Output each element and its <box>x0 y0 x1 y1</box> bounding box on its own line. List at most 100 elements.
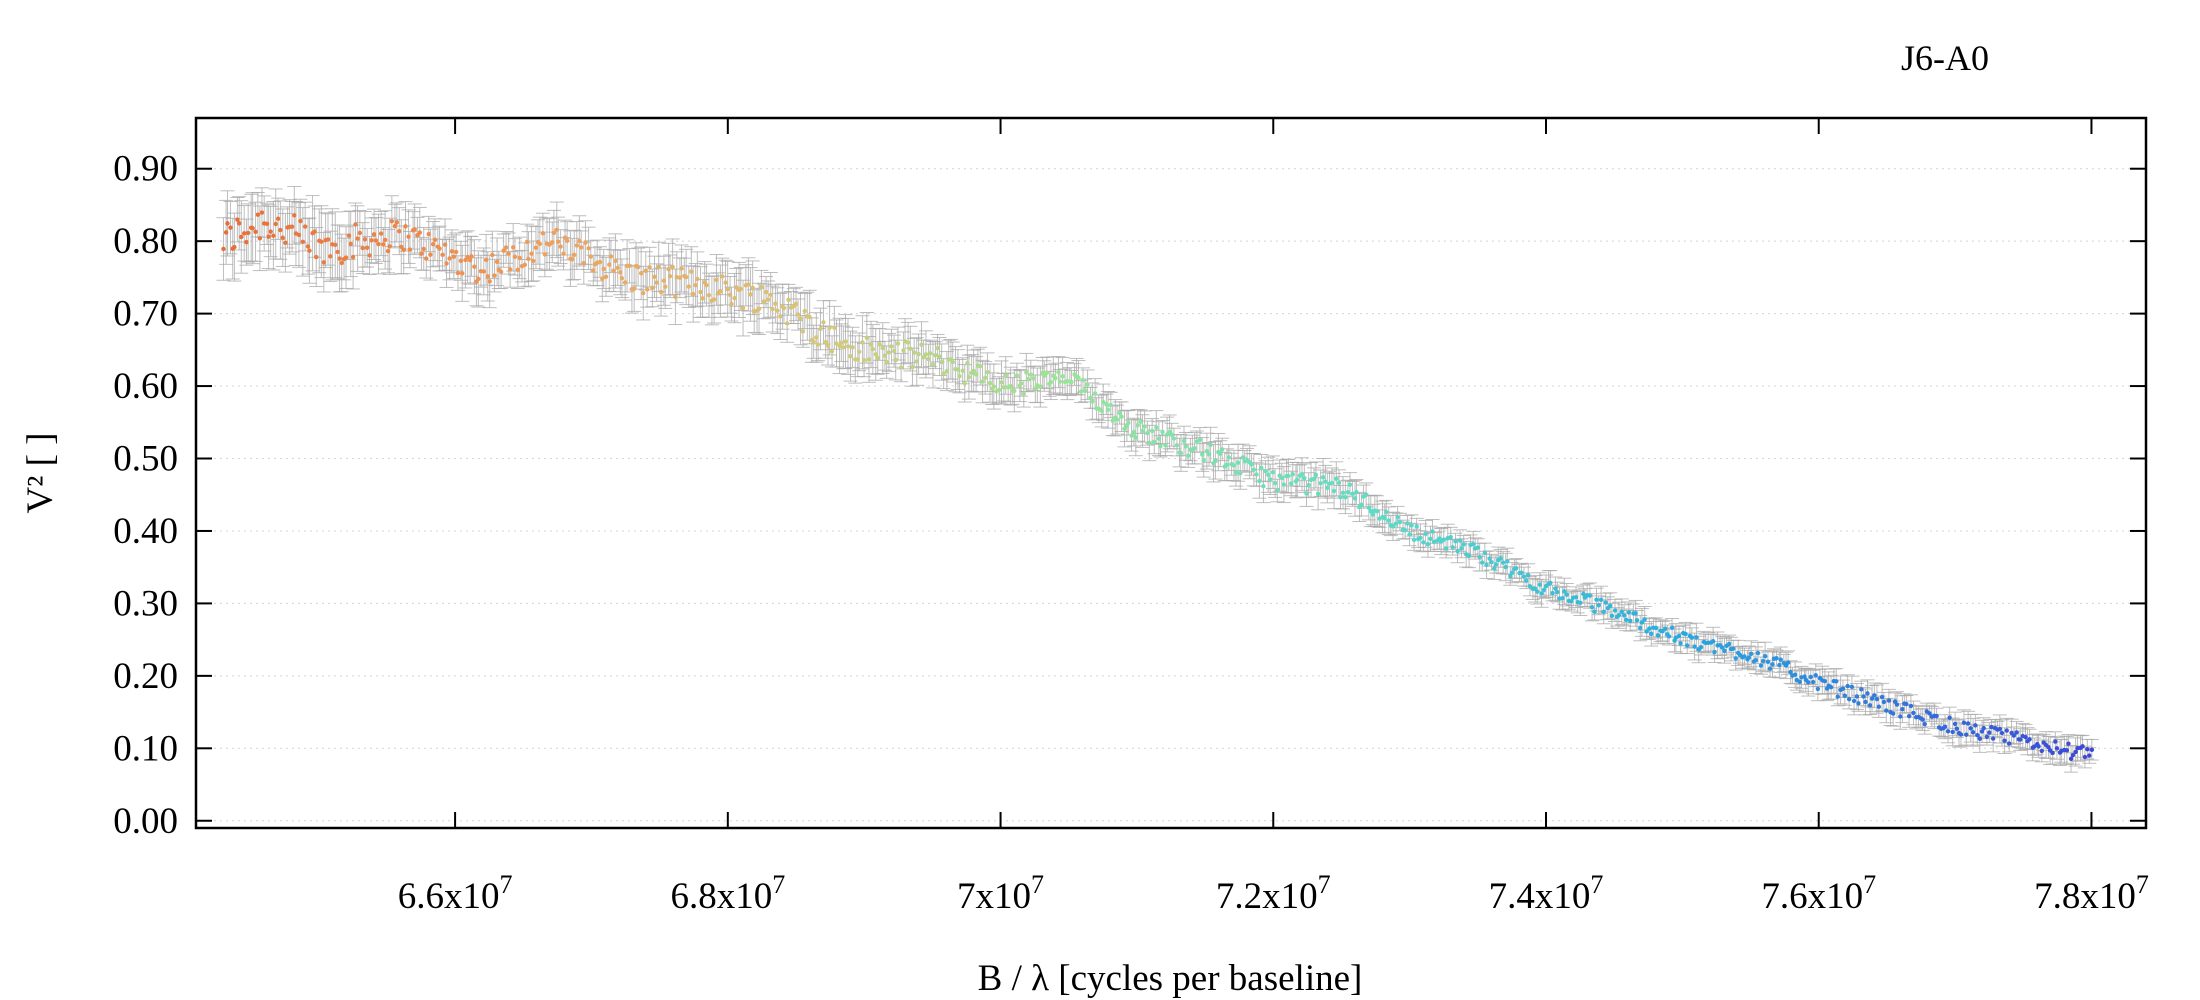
data-point <box>919 342 924 347</box>
data-point <box>1313 472 1319 478</box>
data-point <box>401 247 406 252</box>
data-point <box>586 246 591 251</box>
data-point <box>1354 489 1359 495</box>
data-point <box>689 269 694 274</box>
data-point <box>1911 710 1916 716</box>
data-point <box>1183 444 1188 449</box>
data-point <box>661 278 667 283</box>
data-point <box>815 342 821 347</box>
data-point <box>770 306 775 312</box>
data-point <box>1466 553 1472 558</box>
data-point <box>1145 430 1150 436</box>
data-point <box>944 368 950 374</box>
x-tick-label: 7.6x107 <box>1761 870 1876 917</box>
data-point <box>1192 446 1197 451</box>
data-point <box>1884 708 1889 713</box>
data-point <box>1493 562 1499 567</box>
data-point <box>526 256 531 262</box>
data-point <box>1266 472 1271 478</box>
data-point <box>2070 752 2076 758</box>
data-point <box>1767 666 1773 671</box>
data-point <box>264 221 270 226</box>
data-point <box>704 282 709 288</box>
data-point <box>1461 542 1466 547</box>
data-point <box>1254 472 1259 477</box>
data-point <box>1770 662 1775 667</box>
data-point <box>555 239 561 244</box>
data-point <box>1126 420 1131 426</box>
data-point <box>732 295 737 301</box>
data-point <box>298 218 303 224</box>
x-tick-label: 7.4x107 <box>1489 870 1604 917</box>
data-point <box>656 264 661 270</box>
data-point <box>389 218 395 224</box>
data-point <box>1587 593 1593 598</box>
data-point <box>950 359 955 365</box>
data-point <box>686 284 691 289</box>
data-point <box>554 227 559 233</box>
data-point <box>428 252 433 257</box>
data-point <box>1012 388 1017 394</box>
data-point <box>908 346 913 351</box>
data-point <box>1977 736 1983 741</box>
data-point <box>1908 703 1914 709</box>
data-point <box>1133 435 1139 440</box>
data-point <box>1028 372 1034 377</box>
data-point <box>1500 560 1506 565</box>
data-point <box>412 227 417 232</box>
data-point <box>253 229 258 235</box>
data-point <box>1898 714 1903 719</box>
data-point <box>658 289 664 295</box>
y-axis-label: V² [ ] <box>20 433 61 514</box>
data-point <box>2087 753 2092 758</box>
data-point <box>827 325 832 330</box>
data-point <box>2053 739 2058 744</box>
data-point <box>1338 494 1343 500</box>
data-point <box>1267 477 1273 482</box>
data-point <box>1370 512 1376 517</box>
data-point <box>1329 480 1335 486</box>
data-point <box>1088 395 1093 401</box>
data-point <box>1149 428 1155 434</box>
data-point <box>1508 573 1513 579</box>
data-point <box>1835 694 1840 699</box>
data-point <box>607 262 612 267</box>
data-point <box>328 254 333 259</box>
data-point <box>748 292 753 297</box>
data-point <box>615 265 620 271</box>
data-point <box>1110 418 1115 423</box>
data-point <box>667 274 673 279</box>
data-point <box>1261 483 1266 489</box>
data-point <box>522 262 528 268</box>
data-point <box>1082 388 1088 393</box>
data-point <box>239 234 244 240</box>
data-point <box>1633 611 1638 616</box>
data-point <box>1653 625 1659 631</box>
data-point <box>1934 713 1939 719</box>
y-tick-label: 0.00 <box>113 801 178 842</box>
data-point <box>1290 471 1295 477</box>
data-point <box>1024 370 1029 375</box>
data-point <box>706 293 712 298</box>
data-point <box>1257 478 1262 484</box>
data-point <box>515 267 521 272</box>
data-point <box>225 221 230 226</box>
data-point <box>1428 536 1433 541</box>
data-point <box>2002 738 2007 743</box>
data-point <box>531 258 536 264</box>
data-point <box>1753 657 1759 663</box>
data-point <box>914 359 919 364</box>
data-point <box>622 280 628 285</box>
data-point <box>325 237 331 242</box>
data-point <box>848 353 853 359</box>
data-point <box>1076 375 1081 380</box>
data-point <box>891 348 897 354</box>
data-point <box>1395 514 1400 520</box>
data-point <box>2014 730 2019 735</box>
data-point <box>1325 485 1330 491</box>
data-point <box>442 242 448 247</box>
data-point <box>619 276 625 281</box>
data-point <box>746 282 751 287</box>
data-point <box>1374 509 1380 514</box>
x-tick-label: 6.6x107 <box>398 870 513 917</box>
